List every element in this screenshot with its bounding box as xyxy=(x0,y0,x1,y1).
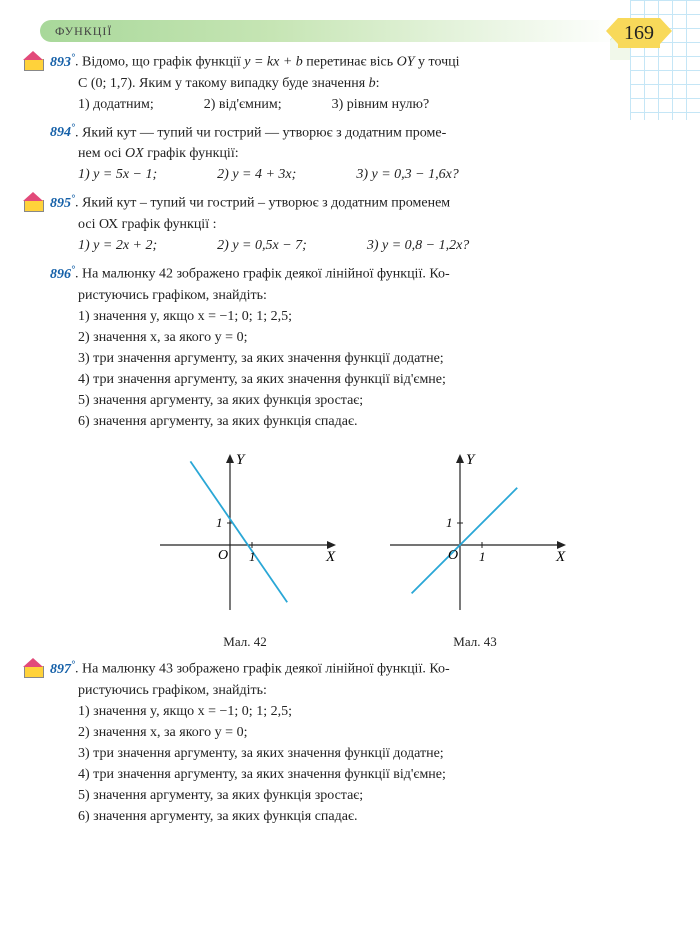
chart-42: Y X O 1 1 xyxy=(150,450,340,620)
svg-text:1: 1 xyxy=(479,549,486,564)
text: . Який кут – тупий чи гострий – утворює … xyxy=(75,196,450,211)
svg-text:1: 1 xyxy=(216,515,223,530)
svg-text:1: 1 xyxy=(446,515,453,530)
figure-42: Y X O 1 1 Мал. 42 xyxy=(150,450,340,652)
house-icon xyxy=(24,52,42,70)
text: . Відомо, що графік функції xyxy=(75,55,244,70)
text: . На малюнку 43 зображено графік деякої … xyxy=(75,662,450,677)
problem-number: 893° xyxy=(50,55,75,70)
problem-896: 896°. На малюнку 42 зображено графік дея… xyxy=(50,262,670,432)
figures-row: Y X O 1 1 Мал. 42 Y X O 1 1 Мал. 43 xyxy=(50,450,670,652)
svg-text:X: X xyxy=(325,549,336,565)
subitem: 3) три значення аргументу, за яких значе… xyxy=(78,348,670,369)
options: 1) y = 5x − 1; 2) y = 4 + 3x; 3) y = 0,3… xyxy=(78,164,670,185)
subitem: 4) три значення аргументу, за яких значе… xyxy=(78,369,670,390)
problem-895: 895°. Який кут – тупий чи гострий – утво… xyxy=(50,191,670,256)
option: 1) додатним; xyxy=(78,94,154,115)
text: C (0; 1,7). Яким у такому випадку буде з… xyxy=(78,76,369,91)
subitem: 3) три значення аргументу, за яких значе… xyxy=(78,743,670,764)
option: 1) y = 5x − 1; xyxy=(78,167,157,182)
section-band: ФУНКЦІЇ xyxy=(40,20,620,42)
svg-text:Y: Y xyxy=(466,452,476,468)
subitem: 5) значення аргументу, за яких функція з… xyxy=(78,785,670,806)
section-label: ФУНКЦІЇ xyxy=(55,22,112,40)
text: ристуючись графіком, знайдіть: xyxy=(78,285,670,306)
subitem: 1) значення y, якщо x = −1; 0; 1; 2,5; xyxy=(78,306,670,327)
text: осі ОХ графік функції : xyxy=(78,214,670,235)
problem-893: 893°. Відомо, що графік функції y = kx +… xyxy=(50,50,670,115)
option: 1) y = 2x + 2; xyxy=(78,238,157,253)
text: графік функції: xyxy=(144,146,239,161)
figure-caption: Мал. 43 xyxy=(380,632,570,652)
subitem: 1) значення y, якщо x = −1; 0; 1; 2,5; xyxy=(78,701,670,722)
subitem: 5) значення аргументу, за яких функція з… xyxy=(78,390,670,411)
svg-text:1: 1 xyxy=(249,549,256,564)
svg-text:O: O xyxy=(448,548,458,563)
house-icon xyxy=(24,659,42,677)
page-number: 169 xyxy=(618,18,660,48)
figure-43: Y X O 1 1 Мал. 43 xyxy=(380,450,570,652)
axis-label: OX xyxy=(125,146,144,161)
text: нем осі xyxy=(78,146,125,161)
option: 3) рівним нулю? xyxy=(332,94,430,115)
text: . Який кут — тупий чи гострий — утворює … xyxy=(75,125,446,140)
problem-897: 897°. На малюнку 43 зображено графік дея… xyxy=(50,657,670,827)
text: перетинає вісь xyxy=(303,55,397,70)
problem-number: 896° xyxy=(50,267,75,282)
option: 3) y = 0,8 − 1,2x? xyxy=(367,238,469,253)
problem-number: 897° xyxy=(50,662,75,677)
option: 2) y = 0,5x − 7; xyxy=(217,238,307,253)
axis-label: OY xyxy=(397,55,415,70)
options: 1) додатним; 2) від'ємним; 3) рівним нул… xyxy=(78,94,670,115)
subitem: 2) значення x, за якого y = 0; xyxy=(78,327,670,348)
option: 3) y = 0,3 − 1,6x? xyxy=(356,167,458,182)
subitem: 6) значення аргументу, за яких функція с… xyxy=(78,411,670,432)
svg-text:X: X xyxy=(555,549,566,565)
options: 1) y = 2x + 2; 2) y = 0,5x − 7; 3) y = 0… xyxy=(78,235,670,256)
subitem: 4) три значення аргументу, за яких значе… xyxy=(78,764,670,785)
option: 2) від'ємним; xyxy=(204,94,282,115)
house-icon xyxy=(24,193,42,211)
subitem: 2) значення x, за якого y = 0; xyxy=(78,722,670,743)
svg-text:Y: Y xyxy=(236,452,246,468)
variable: b xyxy=(369,76,376,91)
problem-894: 894°. Який кут — тупий чи гострий — утво… xyxy=(50,121,670,186)
text: : xyxy=(376,76,380,91)
text: у точці xyxy=(415,55,460,70)
problem-number: 895° xyxy=(50,196,75,211)
text: ристуючись графіком, знайдіть: xyxy=(78,680,670,701)
subitem: 6) значення аргументу, за яких функція с… xyxy=(78,806,670,827)
svg-text:O: O xyxy=(218,548,228,563)
option: 2) y = 4 + 3x; xyxy=(217,167,296,182)
text: . На малюнку 42 зображено графік деякої … xyxy=(75,267,450,282)
problem-number: 894° xyxy=(50,125,75,140)
chart-43: Y X O 1 1 xyxy=(380,450,570,620)
equation: y = kx + b xyxy=(244,55,303,70)
figure-caption: Мал. 42 xyxy=(150,632,340,652)
